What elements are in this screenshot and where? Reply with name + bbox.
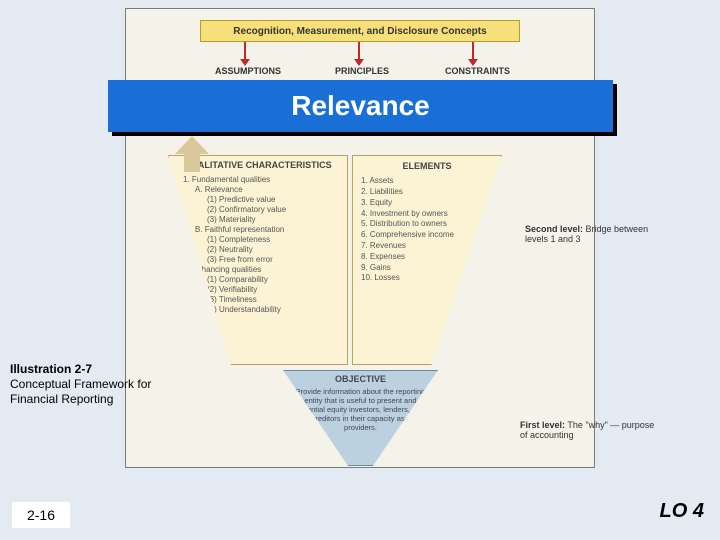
qc-item: (3) Materiality (175, 215, 341, 225)
qc-item: B. Faithful representation (175, 225, 341, 235)
el-item: 3. Equity (361, 198, 493, 209)
el-item: 5. Distribution to owners (361, 219, 493, 230)
arrow-down-icon (472, 42, 474, 60)
slide-root: Recognition, Measurement, and Disclosure… (0, 0, 720, 540)
qc-item: A. Relevance (175, 185, 341, 195)
objective-title: OBJECTIVE (290, 374, 431, 385)
qc-item: (2) Neutrality (175, 245, 341, 255)
qc-item: 1. Fundamental qualities (175, 175, 341, 185)
illustration-number: Illustration 2-7 (10, 362, 190, 377)
illustration-caption: Illustration 2-7 Conceptual Framework fo… (10, 362, 190, 407)
el-item: 6. Comprehensive income (361, 230, 493, 241)
qc-item: (1) Predictive value (175, 195, 341, 205)
arrow-down-icon (244, 42, 246, 60)
qc-item: (1) Completeness (175, 235, 341, 245)
second-level-label: Second level: Bridge between levels 1 an… (525, 224, 655, 244)
el-title: ELEMENTS (361, 160, 493, 172)
label-constraints: CONSTRAINTS (445, 66, 510, 76)
page-number: 2-16 (12, 502, 70, 528)
relevance-title-box: Relevance (108, 80, 613, 132)
el-item: 2. Liabilities (361, 187, 493, 198)
concepts-box: Recognition, Measurement, and Disclosure… (200, 20, 520, 42)
el-item: 4. Investment by owners (361, 209, 493, 220)
label-principles: PRINCIPLES (335, 66, 389, 76)
illustration-title: Conceptual Framework for Financial Repor… (10, 377, 190, 407)
el-item: 1. Assets (361, 176, 493, 187)
label-assumptions: ASSUMPTIONS (215, 66, 281, 76)
arrow-down-icon (358, 42, 360, 60)
learning-objective: LO 4 (660, 500, 704, 523)
up-arrow-icon (175, 136, 209, 172)
first-level-label: First level: The "why" — purpose of acco… (520, 420, 660, 440)
qc-item: (2) Confirmatory value (175, 205, 341, 215)
